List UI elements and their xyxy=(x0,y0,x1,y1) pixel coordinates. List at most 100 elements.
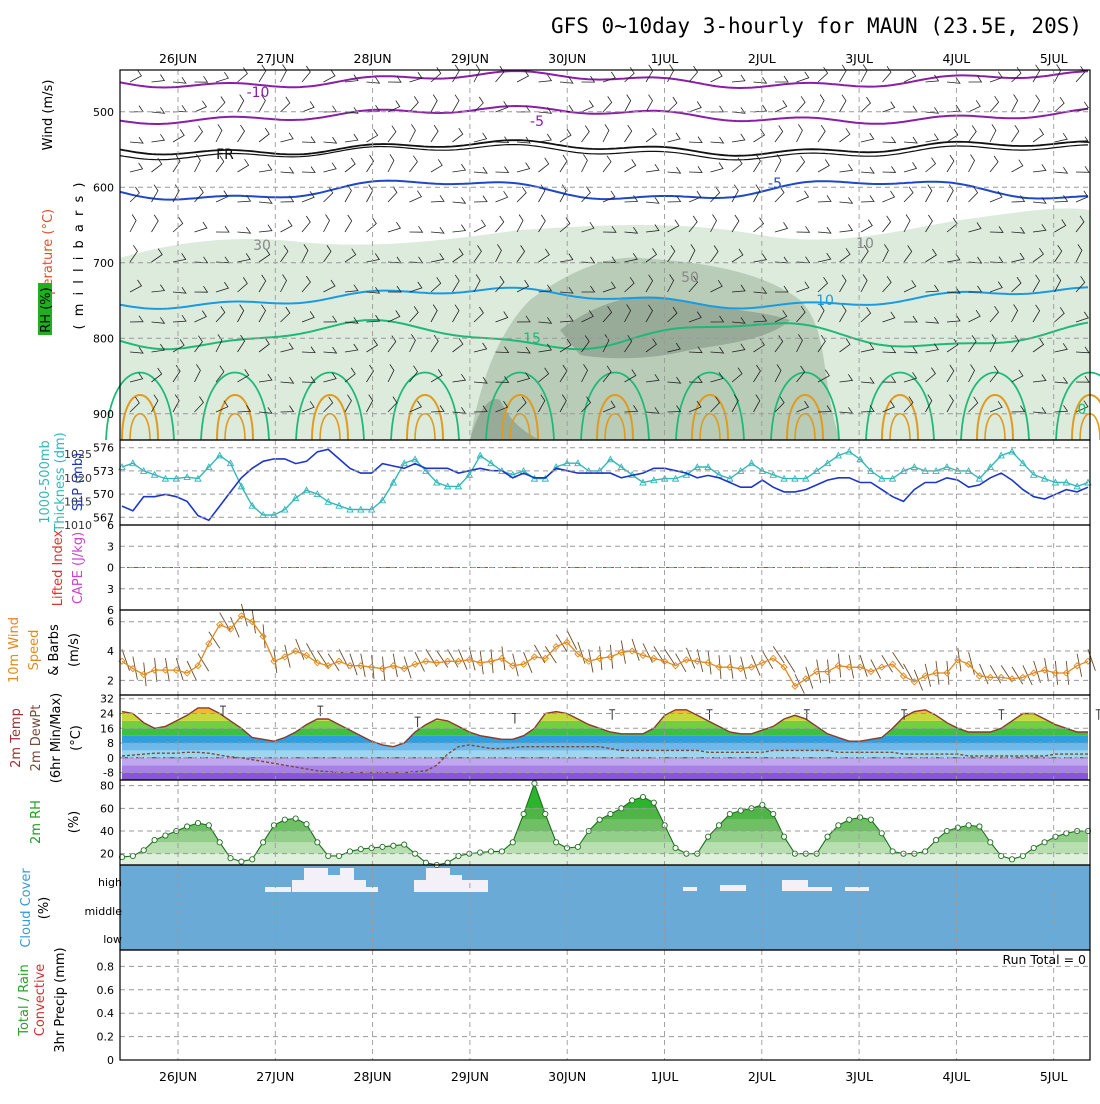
wind-barb xyxy=(172,129,185,143)
rh2m-point xyxy=(781,833,788,840)
wind-barb xyxy=(645,248,658,263)
wind-speed-point xyxy=(487,657,495,665)
thickness-point xyxy=(845,447,853,455)
wind-barb xyxy=(925,74,940,83)
cloud-patch xyxy=(426,868,450,892)
contour-15-loop xyxy=(295,371,365,441)
wind-barb xyxy=(731,343,746,353)
wind-speed-point xyxy=(747,663,756,671)
wind-barb xyxy=(817,405,832,413)
wind-barb xyxy=(904,315,918,323)
contour-warm-loop xyxy=(976,394,1014,441)
wind-barb xyxy=(581,221,595,233)
max-temp-marker xyxy=(317,705,324,717)
wind-barb xyxy=(301,215,311,233)
wind-barb xyxy=(280,245,289,263)
wind-barb xyxy=(1075,215,1085,233)
wind-barb xyxy=(1011,252,1025,263)
wind-speed-point xyxy=(595,654,604,662)
wind-barb xyxy=(473,306,484,323)
wind-barb xyxy=(258,64,267,83)
wind-barb xyxy=(989,226,1004,233)
wind-barb xyxy=(172,339,185,353)
wind-barb xyxy=(602,306,613,323)
wind-barb xyxy=(774,335,784,353)
wind10m-barb xyxy=(555,634,568,653)
wind-barb xyxy=(516,315,531,323)
wind-barb xyxy=(796,190,810,203)
wind-barb xyxy=(430,334,439,353)
ylabel-celsius: (°C) xyxy=(69,725,84,751)
wind10m-barb xyxy=(881,654,893,673)
cloud-patch xyxy=(462,880,476,892)
rh2m-point xyxy=(1030,844,1037,852)
rh2m-point xyxy=(867,816,874,823)
wind-speed-point xyxy=(335,657,343,665)
temp-tick-label: 16 xyxy=(100,722,114,735)
rh2m-point xyxy=(976,823,983,830)
rh2m-point xyxy=(292,815,299,822)
contour-warm-loop-inner xyxy=(414,412,436,441)
wind-barb xyxy=(129,69,142,83)
wind-barb xyxy=(495,215,505,233)
wind-speed-point xyxy=(867,667,875,676)
rh2m-point xyxy=(151,837,158,844)
wind-barb xyxy=(215,225,230,233)
wind-barb xyxy=(968,335,977,353)
wind-speed-point xyxy=(140,670,148,679)
wind-barb xyxy=(774,310,788,323)
wind-barb xyxy=(624,94,632,113)
wind-barb xyxy=(366,338,379,353)
wind-barb xyxy=(538,214,546,233)
wind-barb xyxy=(667,195,682,203)
wind-barb xyxy=(903,214,911,233)
wind10m-barb xyxy=(957,647,962,672)
thickness-point xyxy=(823,459,832,467)
wind-barb xyxy=(903,396,914,413)
temp-band xyxy=(120,695,1090,706)
thickness-point xyxy=(357,505,365,513)
wind-barb xyxy=(1075,166,1090,173)
wind-barb xyxy=(452,94,460,113)
wind-barb xyxy=(731,74,746,83)
wind-barb xyxy=(194,364,201,383)
wind-barb xyxy=(1054,244,1063,263)
wind-barb xyxy=(581,335,590,353)
wind-barb xyxy=(645,274,654,293)
date-label-bottom: 1JUL xyxy=(651,1069,679,1084)
li-tick-label: 6 xyxy=(107,604,114,617)
wind-barb xyxy=(753,76,768,84)
thickness-point xyxy=(411,455,419,463)
rh2m-point xyxy=(260,839,267,846)
wind-barb xyxy=(817,159,830,173)
wind-barb xyxy=(258,224,273,233)
wind-barb xyxy=(602,400,616,413)
wind-barb xyxy=(473,274,481,293)
wind-barb xyxy=(860,376,875,384)
wind-barb xyxy=(581,125,590,143)
wind-barb xyxy=(258,373,273,383)
wind-speed-point xyxy=(899,672,908,680)
ylabel-total-rain: Total / Rain xyxy=(17,964,32,1037)
thickness-point xyxy=(150,470,159,478)
wind-speed-point xyxy=(150,666,159,674)
cloud-patch xyxy=(354,880,366,892)
wind-barb xyxy=(366,104,381,113)
wind-barb xyxy=(344,248,357,263)
cloud-patch xyxy=(340,868,354,892)
wind-speed-point xyxy=(628,647,636,655)
wind-barb xyxy=(968,364,975,383)
rh2m-point xyxy=(281,816,288,823)
rh2m-point xyxy=(509,839,516,846)
wind-barb xyxy=(989,334,997,353)
wind-barb xyxy=(903,372,918,383)
wind-barb xyxy=(1032,338,1045,353)
wind-speed-point xyxy=(845,663,853,671)
contour-label: 30 xyxy=(253,238,271,254)
rh2m-point xyxy=(932,837,940,844)
rh2m-point xyxy=(759,801,766,808)
cloud-patch xyxy=(845,887,869,891)
wind-barb xyxy=(129,372,144,383)
thickness-point xyxy=(1029,470,1038,478)
wind-barb xyxy=(645,407,660,414)
